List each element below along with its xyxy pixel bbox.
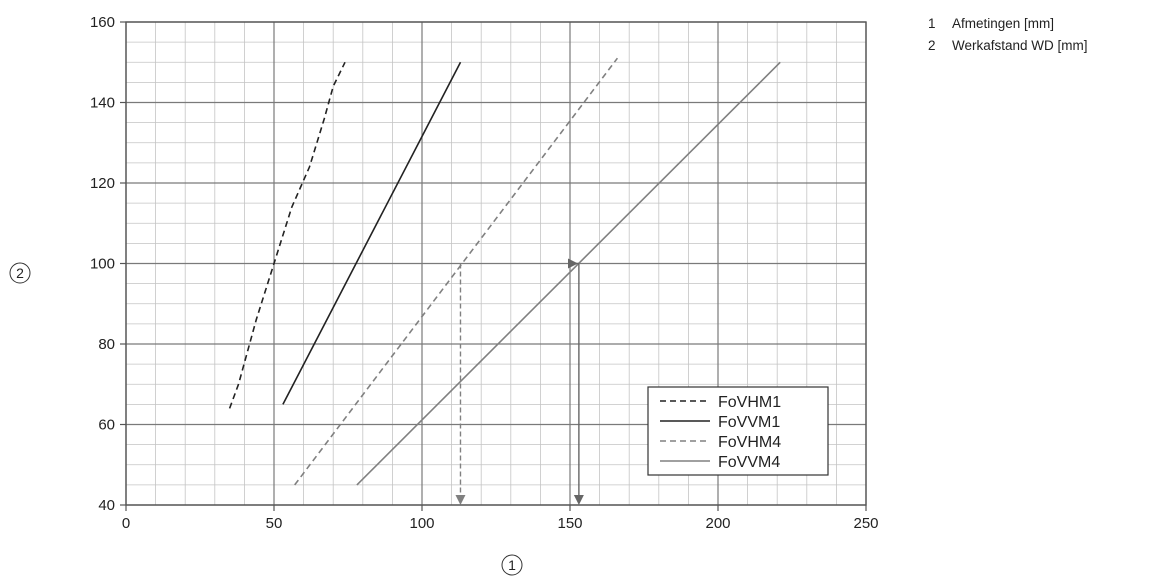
y-tick-label: 80 [98, 336, 115, 353]
annotations [455, 258, 584, 505]
annotation-arrowhead [573, 495, 584, 505]
side-legend-text: Werkafstand WD [mm] [952, 37, 1088, 53]
tick-labels: 0 50 100 150 200 250 40 60 80 100 120 140 160 [90, 14, 879, 532]
series-line-fovvm1 [282, 61, 462, 405]
x-tick-label: 250 [853, 515, 878, 532]
side-legend-item-1: 1 Afmetingen [mm] [928, 12, 1088, 34]
legend-label: FoVHM1 [718, 394, 781, 411]
annotation-arrowhead [568, 258, 578, 269]
side-legend-text: Afmetingen [mm] [952, 15, 1055, 31]
legend-label: FoVVM1 [718, 414, 780, 431]
y-tick-label: 160 [90, 14, 115, 31]
y-tick-label: 140 [90, 95, 115, 112]
y-axis-label-circle [9, 262, 31, 284]
legend: FoVHM1 FoVVM1 FoVHM4 FoVVM4 [647, 386, 829, 476]
x-tick-label: 50 [266, 515, 283, 532]
side-legend-num: 2 [928, 37, 936, 53]
series-line-fovhm1 [228, 61, 346, 409]
axes [120, 21, 867, 511]
y-tick-label: 100 [90, 256, 115, 273]
y-tick-label: 60 [98, 417, 115, 434]
x-tick-label: 200 [705, 515, 730, 532]
series-line-fovvm4 [356, 61, 781, 486]
side-legend-item-2: 2 Werkafstand WD [mm] [928, 34, 1088, 56]
series-line-fovhm4 [294, 57, 619, 486]
side-legend-num: 1 [928, 15, 936, 31]
y-tick-label: 120 [90, 175, 115, 192]
x-tick-label: 0 [122, 515, 130, 532]
x-axis-label-circle [501, 554, 523, 576]
y-tick-label: 40 [98, 497, 115, 514]
x-tick-label: 150 [557, 515, 582, 532]
axis-labels: 12 [9, 262, 523, 576]
legend-label: FoVHM4 [718, 434, 781, 451]
annotation-arrowhead [455, 495, 466, 505]
legend-label: FoVVM4 [718, 454, 780, 471]
side-legend: 1 Afmetingen [mm] 2 Werkafstand WD [mm] [928, 12, 1088, 56]
x-tick-label: 100 [409, 515, 434, 532]
y-axis-label: 2 [16, 265, 24, 281]
x-axis-label: 1 [508, 557, 516, 573]
series-group [228, 57, 781, 486]
